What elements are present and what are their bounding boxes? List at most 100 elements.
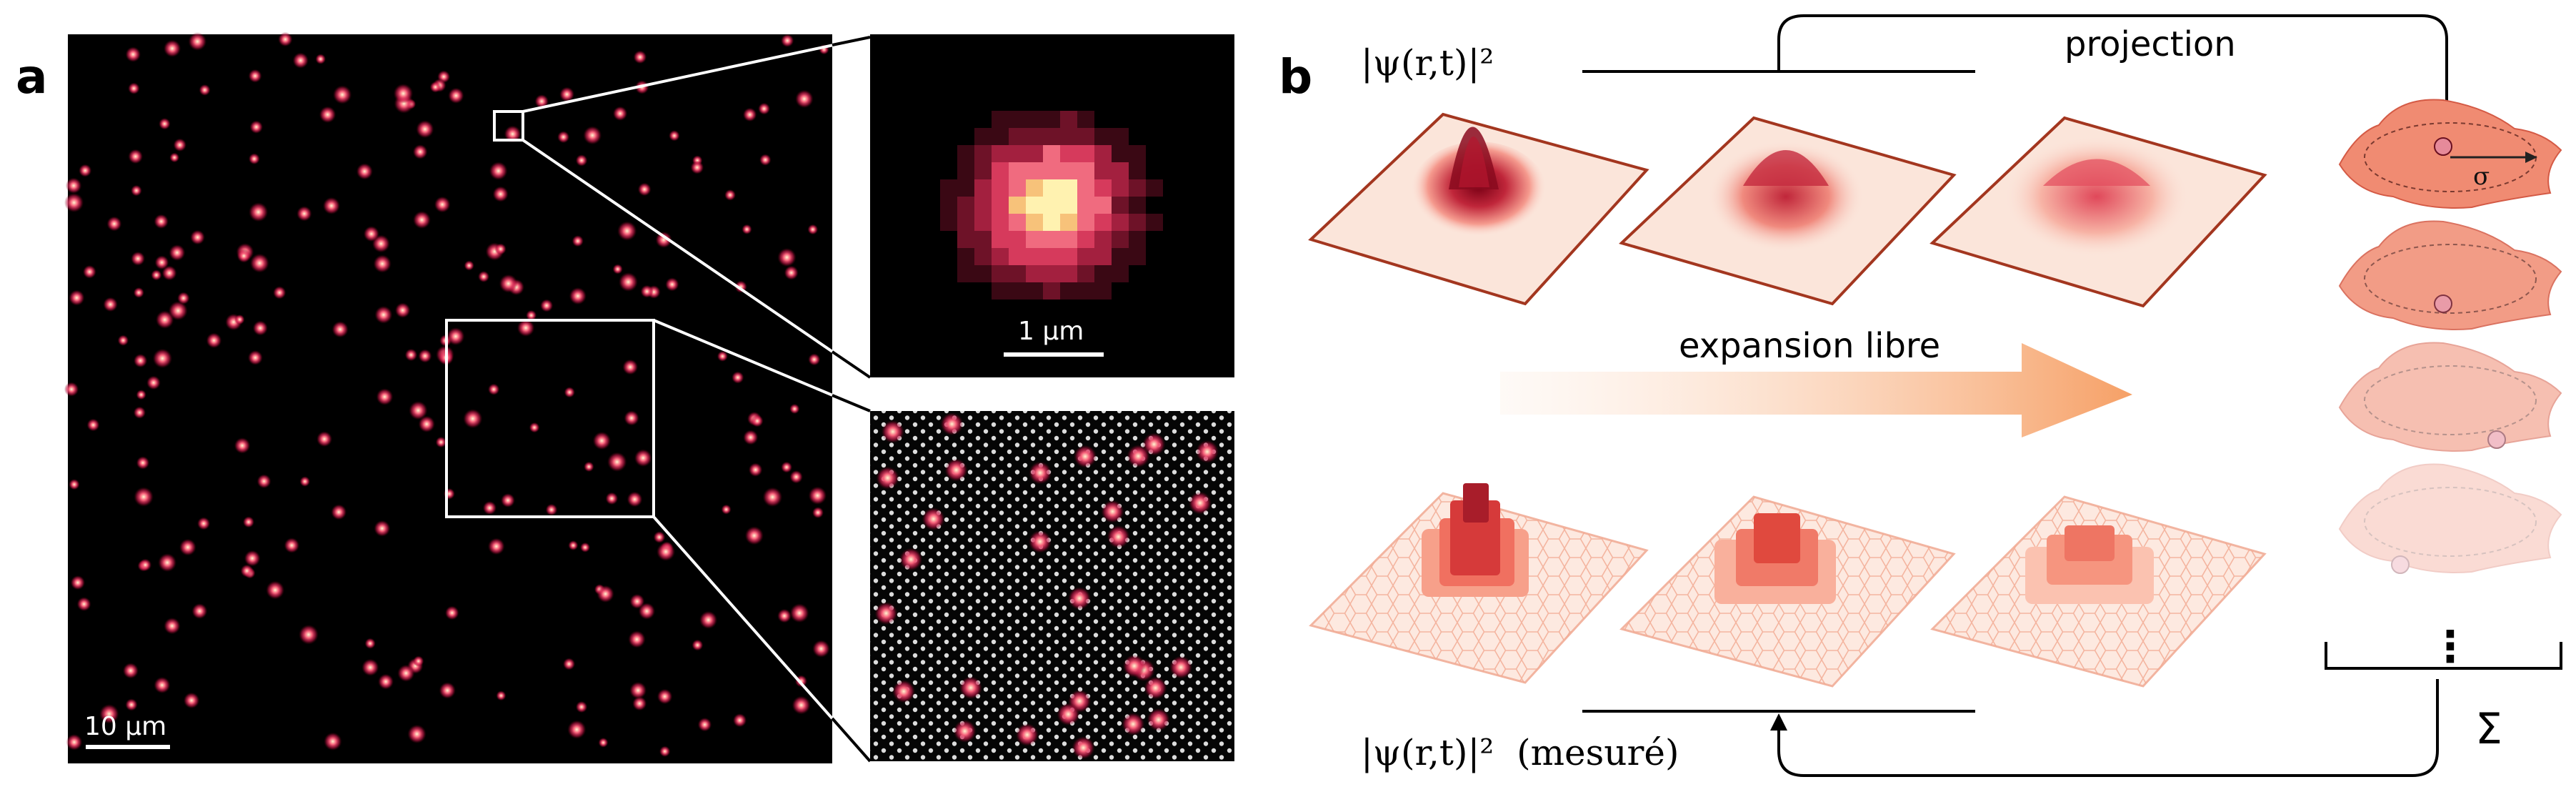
- atom-pixel: [1112, 145, 1129, 162]
- atom-pixel: [974, 214, 992, 231]
- lattice-atom: [1028, 530, 1052, 553]
- atom-pixel: [957, 179, 974, 197]
- atom: [744, 526, 764, 545]
- lattice-atom: [1144, 676, 1167, 700]
- atom: [249, 253, 269, 273]
- atom-pixel: [1077, 197, 1094, 214]
- atom-pixel: [992, 179, 1009, 197]
- atom: [529, 422, 540, 433]
- atom: [249, 120, 264, 134]
- atom-pixel: [1009, 265, 1026, 282]
- atom: [629, 593, 645, 609]
- atom-pixel: [1026, 111, 1043, 128]
- atom: [463, 409, 483, 429]
- atom: [139, 558, 152, 572]
- atom: [717, 350, 729, 362]
- atom: [159, 117, 171, 130]
- lattice-atom: [1142, 432, 1166, 456]
- lattice-atom: [1127, 445, 1150, 468]
- atom-pixel: [974, 197, 992, 214]
- atom-pixel: [1094, 282, 1112, 300]
- atom: [592, 431, 611, 450]
- atom: [489, 162, 508, 181]
- atom-pixel: [1146, 214, 1163, 231]
- atom-pixel: [992, 111, 1009, 128]
- atom-pixel: [992, 162, 1009, 179]
- atom: [249, 202, 269, 222]
- atom-pixel: [1112, 231, 1129, 248]
- atom: [356, 163, 373, 180]
- atom: [526, 310, 537, 321]
- atom: [248, 153, 260, 165]
- atom-pixel: [1009, 197, 1026, 214]
- atom: [659, 746, 671, 757]
- atom-pixel: [1129, 231, 1146, 248]
- atom-ball: [2434, 137, 2452, 156]
- atom: [807, 224, 819, 235]
- top-density-label: |ψ(r,t)|²: [1361, 42, 1494, 84]
- atom: [103, 297, 118, 312]
- atom: [742, 107, 757, 122]
- atom-pixel: [992, 145, 1009, 162]
- atom-pixel: [1060, 282, 1077, 300]
- atom: [657, 542, 676, 561]
- lattice-atom: [1107, 525, 1130, 548]
- atom: [292, 52, 309, 69]
- atom-pixel: [1094, 179, 1112, 197]
- atom: [364, 638, 376, 649]
- atom: [133, 406, 146, 419]
- atom: [732, 371, 744, 384]
- atom-pixel: [1009, 214, 1026, 231]
- expansion-label: expansion libre: [1679, 326, 1940, 366]
- atom: [236, 249, 251, 263]
- atom: [724, 189, 737, 201]
- atom: [76, 597, 91, 612]
- atom: [638, 603, 656, 620]
- atom: [131, 251, 146, 266]
- atom: [569, 287, 587, 305]
- atom: [634, 449, 652, 467]
- atom: [697, 717, 712, 732]
- lattice-atom: [874, 602, 898, 625]
- lattice-atom: [944, 458, 968, 482]
- atom-pixel: [1077, 162, 1094, 179]
- atom: [333, 85, 352, 104]
- lattice-atom: [1029, 461, 1052, 485]
- atom: [128, 82, 140, 94]
- atom-pixel: [1009, 145, 1026, 162]
- atom: [492, 186, 509, 202]
- atom-pixel: [957, 197, 974, 214]
- atom-ball: [2434, 294, 2452, 313]
- atom: [795, 89, 814, 109]
- atom-pixel: [1009, 128, 1026, 145]
- atom: [136, 456, 150, 470]
- atom-pixel: [957, 162, 974, 179]
- sum-bracket: [2325, 642, 2562, 670]
- atom-pixel: [1129, 197, 1146, 214]
- atom: [190, 229, 205, 245]
- atom: [242, 516, 255, 528]
- atom: [378, 673, 394, 690]
- atom: [439, 682, 456, 699]
- atom-pixel: [1094, 128, 1112, 145]
- atom: [86, 418, 100, 432]
- atom: [361, 658, 379, 676]
- lattice-atom: [940, 412, 964, 436]
- atom-pixel: [1060, 197, 1077, 214]
- atom-pixel: [1094, 265, 1112, 282]
- atom: [154, 676, 171, 694]
- atom: [374, 520, 391, 537]
- atom-pixel: [957, 145, 974, 162]
- main-scalebar-label: 10 μm: [84, 712, 166, 741]
- projection-label: projection: [2065, 24, 2236, 64]
- atom: [418, 415, 435, 432]
- feedback-arrow: [1777, 679, 2439, 777]
- atom: [125, 698, 138, 711]
- atom: [448, 87, 464, 104]
- atom: [161, 265, 177, 281]
- atom: [568, 540, 579, 551]
- atom: [633, 50, 647, 64]
- atom-pixel: [1043, 248, 1060, 265]
- atom-pixel: [1026, 282, 1043, 300]
- atom-pixel: [1094, 214, 1112, 231]
